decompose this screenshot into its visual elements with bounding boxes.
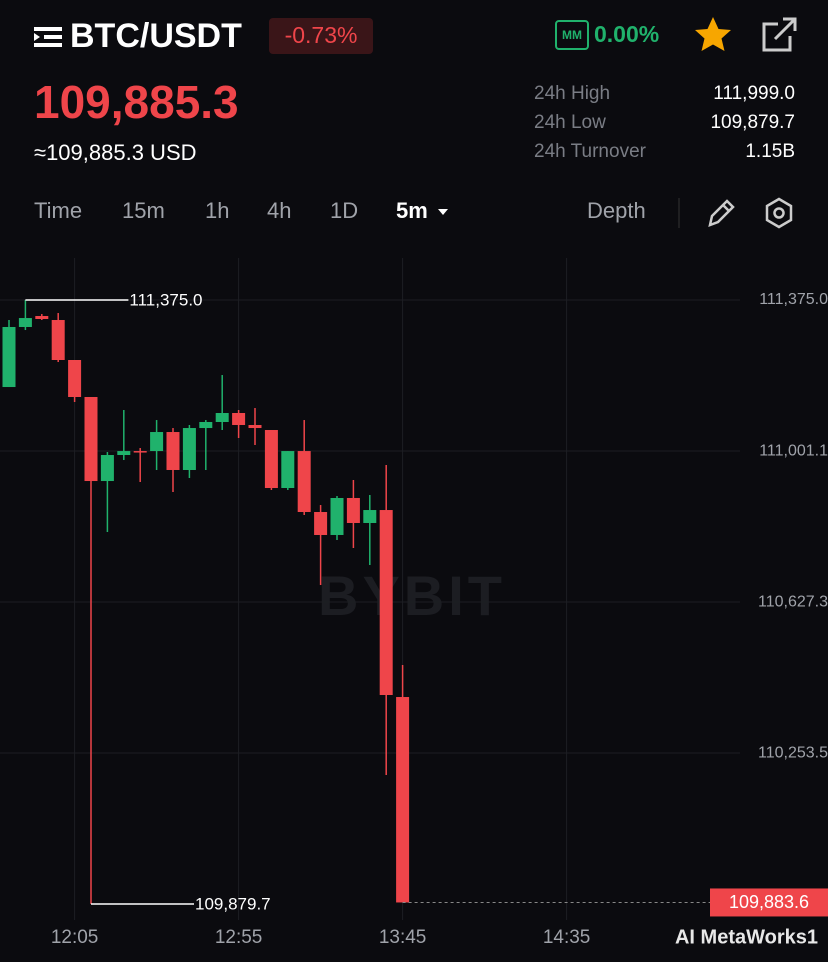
candle-body [182,428,196,470]
candle-body [379,510,393,695]
stat-label: 24h Low [534,112,606,133]
tab-dropdown [438,209,448,215]
candle-body [330,497,344,535]
x-tick-label: 12:55 [215,927,263,948]
change-badge [269,18,373,54]
candle-body [281,451,295,489]
usd-price: ≈109,885.3 USD [34,140,197,165]
candle-body [133,451,147,453]
candle-body [150,432,164,452]
favorite-icon[interactable] [695,17,731,51]
x-tick-label: 13:45 [379,927,427,948]
tab[interactable]: 1h [205,198,229,223]
candle-body [232,412,246,425]
x-tick-label: 14:35 [543,927,591,948]
candle-body [215,412,229,423]
candle-body [396,697,410,903]
share-icon[interactable] [762,17,797,52]
tabs: Time 15m 1h 4h 1D 5m Depth [34,198,646,223]
stat-value: 1.15B [745,141,795,162]
candle-body [51,320,65,360]
y-tick-label: 110,627.3 [758,593,828,610]
symbol[interactable]: BTC/USDT [70,17,242,55]
tab[interactable]: Time [34,198,82,223]
candle-body [199,422,213,429]
last-price-label: 109,883.6 [729,892,809,912]
last-price-badge [710,888,828,917]
candle-body [68,359,82,398]
mm-badge [555,20,589,50]
candle-body [166,432,180,470]
stat-value: 111,999.0 [713,83,795,104]
stat-label: 24h Turnover [534,141,647,162]
candlestick-chart: BYBIT 111,375.0 111,001.1 110,627.3 110,253.… [0,258,828,948]
candle-body [314,512,328,535]
candle-body [297,451,311,513]
candle-body [100,455,114,482]
tab[interactable]: 4h [267,198,291,223]
candle-body [35,316,49,319]
candle-body [84,397,98,482]
candle-body [363,510,377,523]
tab[interactable]: 15m [122,198,165,223]
extreme-label: 109,879.7 [195,895,271,914]
change: -0.73% [285,22,358,48]
mm-value: 0.00% [594,21,659,47]
menu-icon[interactable] [34,27,62,47]
extreme-label: 111,375.0 [129,290,202,309]
stat-label: 24h High [534,83,610,104]
candle-body [264,430,278,489]
tab[interactable]: 5m [396,198,428,223]
y-tick-label: 111,375.0 [759,291,828,308]
mm-label: MM [562,28,582,42]
candle-body [346,497,360,523]
draw-icon[interactable] [708,199,735,227]
tab[interactable]: Depth [587,198,646,223]
candle-body [2,326,16,388]
y-tick-label: 110,253.5 [758,744,828,761]
stats: 24h High 111,999.0 24h Low 109,879.7 24h Tur… [534,83,795,162]
y-tick-label: 111,001.1 [759,442,828,459]
candle-body [18,318,32,327]
tab[interactable]: 1D [330,198,358,223]
settings-icon[interactable] [765,197,793,229]
watermark: BYBIT [318,564,506,627]
candle-body [248,424,262,429]
x-tick-label: 12:05 [51,927,99,948]
stat-value: 109,879.7 [710,112,795,133]
candle-body [117,451,131,456]
last-price: 109,885.3 [34,76,239,128]
watermark-credit: AI MetaWorks1 [675,926,818,948]
